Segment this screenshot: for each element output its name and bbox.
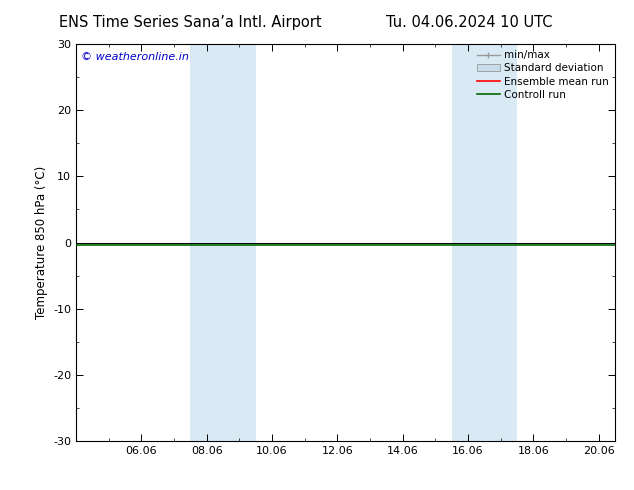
Text: Tu. 04.06.2024 10 UTC: Tu. 04.06.2024 10 UTC: [386, 15, 552, 30]
Legend: min/max, Standard deviation, Ensemble mean run, Controll run: min/max, Standard deviation, Ensemble me…: [473, 46, 613, 104]
Y-axis label: Temperature 850 hPa (°C): Temperature 850 hPa (°C): [34, 166, 48, 319]
Text: ENS Time Series Sana’a Intl. Airport: ENS Time Series Sana’a Intl. Airport: [59, 15, 321, 30]
Text: © weatheronline.in: © weatheronline.in: [81, 52, 190, 62]
Bar: [190, 44, 256, 441]
Bar: [451, 44, 517, 441]
